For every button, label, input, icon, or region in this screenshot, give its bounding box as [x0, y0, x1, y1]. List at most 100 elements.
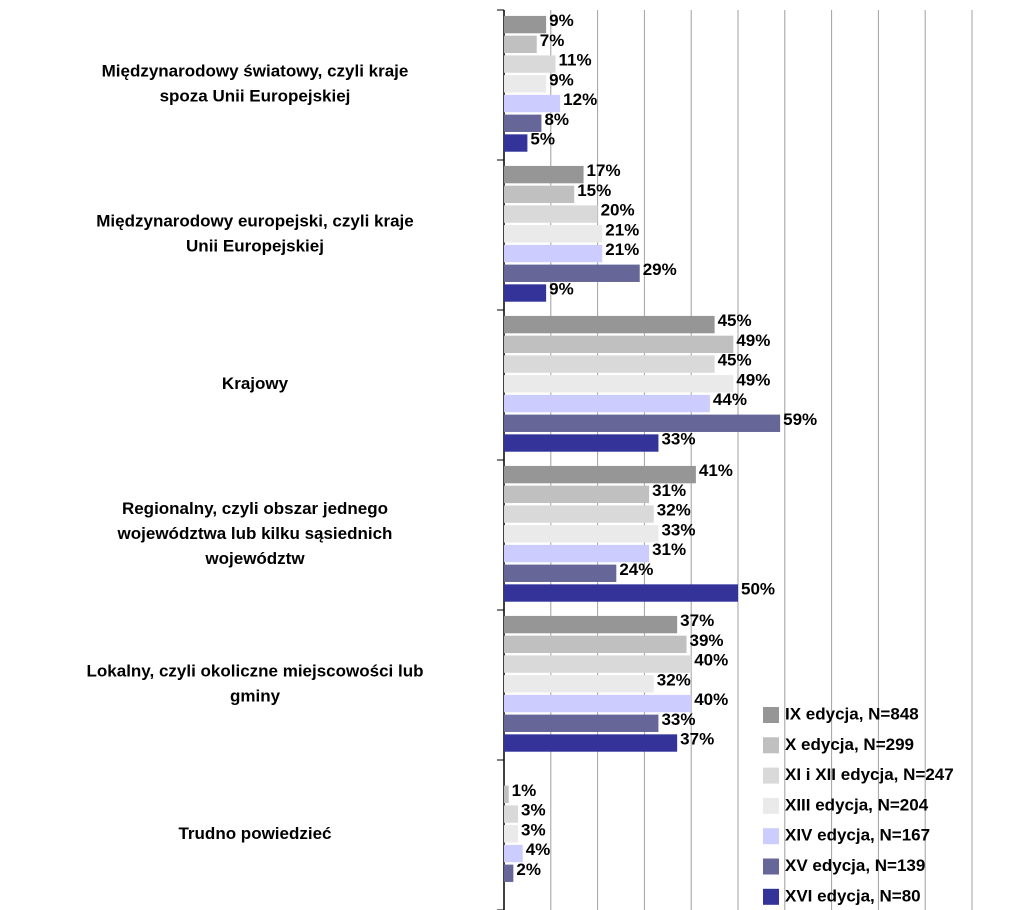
value-label: 29%: [643, 260, 677, 279]
bar: [504, 635, 687, 654]
value-label: 31%: [652, 540, 686, 559]
bar: [504, 244, 603, 263]
bar: [504, 165, 584, 184]
bar: [504, 544, 650, 563]
bar: [504, 505, 654, 523]
value-label: 9%: [549, 11, 574, 30]
value-label: 40%: [694, 651, 728, 670]
bar: [504, 465, 696, 484]
bar: [504, 264, 640, 282]
bar: [504, 75, 547, 93]
bar: [504, 864, 514, 882]
value-label: 32%: [657, 501, 691, 520]
legend-swatch: [763, 767, 779, 784]
legend-swatch: [763, 828, 779, 845]
value-label: 33%: [661, 430, 695, 449]
legend-label: XI i XII edycja, N=247: [785, 765, 954, 784]
value-label: 31%: [652, 481, 686, 500]
legend-swatch: [763, 737, 779, 754]
bar: [504, 114, 542, 132]
value-label: 9%: [549, 280, 574, 299]
legend-swatch: [763, 707, 779, 723]
value-label: 7%: [540, 31, 565, 50]
bar: [504, 375, 734, 393]
bar: [504, 714, 659, 732]
bar: [504, 315, 715, 334]
value-label: 3%: [521, 820, 546, 839]
value-label: 40%: [694, 690, 728, 709]
value-label: 2%: [516, 860, 541, 879]
legend-label: XVI edycja, N=80: [785, 886, 921, 905]
value-label: 37%: [680, 730, 714, 749]
bar: [504, 844, 523, 863]
category-label: Regionalny, czyli obszar jednego wojewódz…: [117, 499, 393, 568]
value-label: 11%: [558, 51, 591, 70]
bar: [504, 655, 692, 673]
bar: [504, 564, 617, 582]
value-label: 49%: [736, 331, 770, 350]
legend-label: IX edycja, N=848: [785, 704, 919, 723]
legend-label: X edycja, N=299: [785, 735, 914, 754]
legend-swatch: [763, 797, 779, 814]
bar: [504, 205, 598, 223]
bar: [504, 525, 659, 543]
bar: [504, 805, 519, 823]
category-label: Trudno powiedzieć: [178, 824, 331, 843]
bar: [504, 394, 710, 413]
value-label: 15%: [577, 181, 611, 200]
bar: [504, 694, 692, 713]
value-label: 5%: [530, 130, 555, 149]
value-label: 8%: [544, 110, 569, 129]
bar: [504, 584, 738, 602]
category-label: Międzynarodowy światowy, czyli kraje spoz…: [102, 62, 409, 106]
bar: [504, 185, 575, 204]
legend-label: XIII edycja, N=204: [785, 795, 929, 814]
value-label: 37%: [680, 611, 714, 630]
legend-label: XIV edycja, N=167: [785, 826, 930, 845]
bar: [504, 615, 678, 634]
bar: [504, 825, 519, 843]
bar: [504, 414, 781, 432]
category-label: Lokalny, czyli okoliczne miejscowości lu…: [87, 662, 424, 706]
value-label: 21%: [605, 220, 639, 239]
bar: [504, 134, 528, 152]
bar: [504, 225, 603, 243]
bar: [504, 734, 678, 752]
bar: [504, 15, 547, 34]
value-label: 9%: [549, 70, 574, 89]
legend-label: XV edycja, N=139: [785, 856, 925, 875]
value-label: 50%: [741, 580, 775, 599]
value-label: 45%: [718, 311, 752, 330]
bar: [504, 94, 561, 113]
value-label: 59%: [783, 410, 817, 429]
value-label: 33%: [661, 710, 695, 729]
bar: [504, 434, 659, 452]
value-label: 44%: [713, 390, 747, 409]
value-label: 41%: [699, 461, 733, 480]
bar: [504, 284, 547, 302]
value-label: 21%: [605, 240, 639, 259]
value-label: 33%: [661, 520, 695, 539]
value-label: 32%: [657, 670, 691, 689]
value-label: 24%: [619, 560, 653, 579]
value-label: 45%: [718, 351, 752, 370]
value-label: 17%: [587, 161, 621, 180]
value-label: 3%: [521, 801, 546, 820]
value-label: 1%: [512, 781, 537, 800]
category-label: Międzynarodowy europejski, czyli kraje Un…: [96, 212, 413, 256]
bar: [504, 785, 509, 804]
legend-swatch: [763, 888, 779, 905]
bar: [504, 55, 556, 73]
category-label: Krajowy: [222, 374, 289, 393]
value-label: 49%: [736, 370, 770, 389]
value-label: 20%: [601, 201, 635, 220]
value-label: 4%: [526, 840, 551, 859]
value-label: 12%: [563, 90, 597, 109]
bar: [504, 35, 537, 54]
bar: [504, 335, 734, 354]
bar: [504, 485, 650, 504]
bar: [504, 675, 654, 693]
value-label: 39%: [690, 631, 724, 650]
bar: [504, 355, 715, 373]
